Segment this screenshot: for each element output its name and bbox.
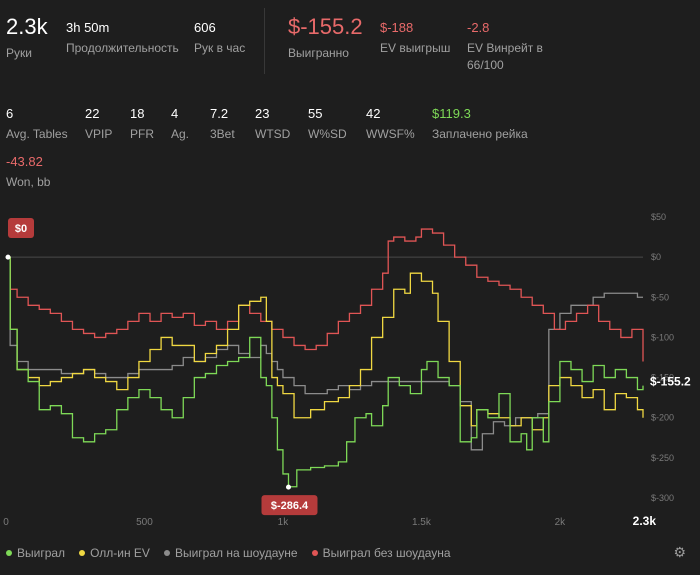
stat-ev-winrate-value: -2.8 xyxy=(467,20,490,35)
stat-hands-per-hour-value: 606 xyxy=(194,20,216,35)
series-line-0 xyxy=(6,256,644,488)
stat-ag: 4 Ag. xyxy=(171,106,189,143)
stat-wtsd-label: WTSD xyxy=(255,127,291,141)
gear-icon[interactable]: ⚙ xyxy=(673,544,686,560)
x-tick-label: 1.5k xyxy=(412,517,432,528)
stat-hands-per-hour-label: Рук в час xyxy=(194,41,246,55)
min-badge-label: $-286.4 xyxy=(271,500,309,512)
stat-wwsf: 42 WWSF% xyxy=(366,106,415,143)
series-line-1 xyxy=(6,256,644,431)
start-point xyxy=(5,254,11,260)
legend-dot-icon xyxy=(6,550,12,556)
stat-vpip-value: 22 xyxy=(85,106,100,121)
stat-3bet-value: 7.2 xyxy=(210,106,229,121)
legend-label: Выиграл на шоудауне xyxy=(174,546,298,560)
stat-hands: 2.3k Руки xyxy=(6,14,48,62)
legend-dot-icon xyxy=(163,550,170,556)
legend-item-allin-ev[interactable]: Олл-ин EV xyxy=(79,546,150,560)
min-badge xyxy=(261,495,318,516)
stat-duration-label: Продолжительность xyxy=(66,41,179,55)
x-tick-label: 0 xyxy=(3,517,9,528)
min-point xyxy=(285,484,291,490)
legend-item-won-showdown[interactable]: Выиграл на шоудауне xyxy=(163,546,298,560)
stat-ev-won-value: $-188 xyxy=(380,20,414,35)
end-value-label: $-155.2 xyxy=(650,375,691,389)
y-tick-label: $-50 xyxy=(651,292,669,302)
legend-dot-icon xyxy=(79,550,86,556)
stat-duration-value: 3h 50m xyxy=(66,20,110,35)
stat-hands-per-hour: 606 Рук в час xyxy=(194,20,245,57)
stat-vpip: 22 VPIP xyxy=(85,106,112,143)
stat-avg-tables-label: Avg. Tables xyxy=(6,127,68,141)
stat-ag-label: Ag. xyxy=(171,127,190,141)
stat-vpip-label: VPIP xyxy=(85,127,113,141)
x-tick-label: 2.3k xyxy=(633,514,657,528)
stat-avg-tables: 6 Avg. Tables xyxy=(6,106,68,143)
bankroll-chart[interactable]: $50 $0 $-50 $-100 $-150 $-200 $-250 $-300 0 500 1k… xyxy=(0,205,700,535)
stat-wsd-value: 55 xyxy=(308,106,323,121)
stat-won-bb: -43.82 Won, bb xyxy=(6,154,50,191)
stat-won-bb-label: Won, bb xyxy=(6,175,51,189)
x-tick-label: 1k xyxy=(278,517,290,528)
series-line-2 xyxy=(6,256,643,451)
series-line-3 xyxy=(6,228,644,362)
stat-duration: 3h 50m Продолжительность xyxy=(66,20,179,57)
stat-ev-winrate-label: EV Винрейт в 66/100 xyxy=(467,41,543,72)
y-tick-label: $-250 xyxy=(651,453,674,463)
legend-item-won-no-showdown[interactable]: Выиграл без шоудауна xyxy=(311,546,451,560)
stat-wsd-label: W%SD xyxy=(308,127,347,141)
y-tick-label: $-100 xyxy=(651,332,674,342)
stat-hands-label: Руки xyxy=(6,46,32,60)
stat-avg-tables-value: 6 xyxy=(6,106,14,121)
stat-hands-value: 2.3k xyxy=(6,14,48,39)
start-badge xyxy=(8,218,34,238)
stat-pfr-value: 18 xyxy=(130,106,145,121)
x-tick-label: 500 xyxy=(136,517,153,528)
stat-3bet-label: 3Bet xyxy=(210,127,235,141)
start-badge-label: $0 xyxy=(15,223,27,235)
stat-ev-won-label: EV выигрыш xyxy=(380,41,451,55)
legend-label: Олл-ин EV xyxy=(90,546,150,560)
stat-ev-won: $-188 EV выигрыш xyxy=(380,20,450,57)
stat-pfr: 18 PFR xyxy=(130,106,154,143)
y-tick-label: $-300 xyxy=(651,493,674,503)
stat-pfr-label: PFR xyxy=(130,127,154,141)
legend-label: Выиграл без шоудауна xyxy=(322,546,451,560)
legend-label: Выиграл xyxy=(17,546,66,560)
stat-won-value: $-155.2 xyxy=(288,14,363,39)
y-tick-label: $50 xyxy=(651,212,666,222)
stat-won: $-155.2 Выигранно xyxy=(288,14,363,62)
stat-won-label: Выигранно xyxy=(288,46,349,60)
legend-dot-icon xyxy=(311,550,318,556)
y-tick-label: $0 xyxy=(651,252,661,262)
stat-wtsd-value: 23 xyxy=(255,106,270,121)
stat-ev-winrate: -2.8 EV Винрейт в 66/100 xyxy=(467,20,557,74)
stat-rake: $119.3 Заплачено рейка xyxy=(432,106,528,143)
stat-rake-value: $119.3 xyxy=(432,106,471,121)
stat-won-bb-value: -43.82 xyxy=(6,154,43,169)
y-tick-label: $-200 xyxy=(651,413,674,423)
stat-3bet: 7.2 3Bet xyxy=(210,106,235,143)
stat-wtsd: 23 WTSD xyxy=(255,106,290,143)
stat-wwsf-label: WWSF% xyxy=(366,127,415,141)
chart-legend: Выиграл Олл-ин EV Выиграл на шоудауне Вы… xyxy=(6,546,451,560)
stat-ag-value: 4 xyxy=(171,106,179,121)
stat-wsd: 55 W%SD xyxy=(308,106,347,143)
y-tick-label: $-150 xyxy=(651,373,674,383)
legend-item-won[interactable]: Выиграл xyxy=(6,546,65,560)
stat-rake-label: Заплачено рейка xyxy=(432,127,528,141)
divider xyxy=(264,8,265,74)
x-tick-label: 2k xyxy=(555,517,567,528)
stat-wwsf-value: 42 xyxy=(366,106,381,121)
